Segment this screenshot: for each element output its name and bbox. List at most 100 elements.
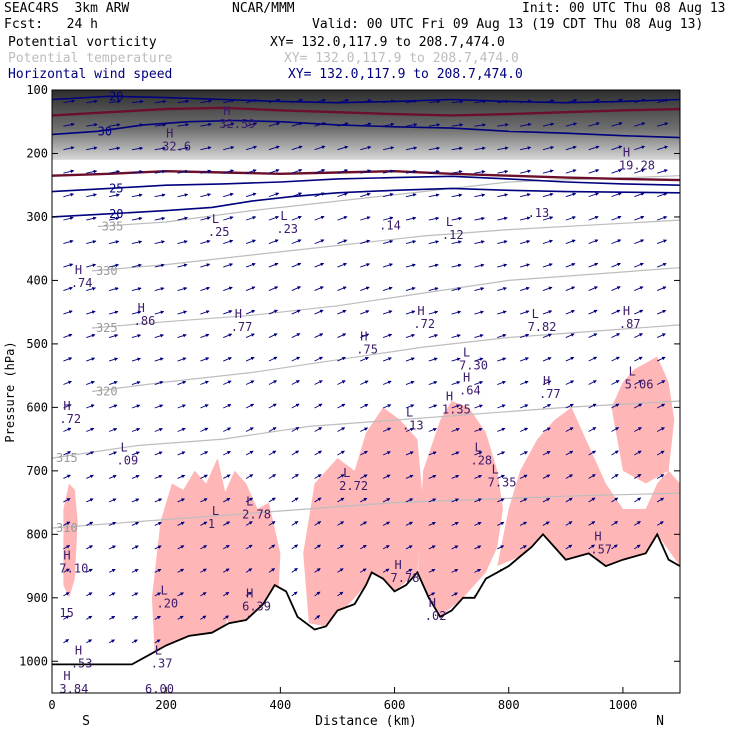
extremum-type: H bbox=[223, 104, 230, 118]
wind-arrow bbox=[611, 544, 618, 550]
extremum-value: 3.84 bbox=[59, 682, 88, 696]
wind-arrow bbox=[337, 474, 345, 479]
wind-arrow bbox=[86, 193, 97, 198]
theta-contour-label: 325 bbox=[96, 321, 118, 335]
wind-arrow bbox=[291, 168, 303, 174]
wind-arrow bbox=[337, 192, 348, 198]
wind-arrow bbox=[657, 98, 669, 104]
wind-arrow bbox=[565, 122, 578, 127]
wind-arrow bbox=[314, 450, 323, 456]
wind-arrow bbox=[223, 427, 232, 432]
wind-arrow bbox=[588, 262, 599, 268]
extremum-value: .23 bbox=[276, 222, 298, 236]
wind-arrow bbox=[565, 262, 576, 268]
wind-arrow bbox=[63, 357, 73, 362]
wind-arrow bbox=[200, 380, 209, 385]
wind-arrow bbox=[131, 193, 143, 198]
wind-arrow bbox=[360, 286, 370, 291]
wind-arrow bbox=[519, 498, 528, 503]
wind-arrow bbox=[131, 123, 144, 127]
wind-arrow bbox=[382, 404, 392, 409]
wind-arrow bbox=[200, 427, 209, 432]
wind-arrow bbox=[223, 333, 233, 338]
wind-arrow bbox=[542, 521, 550, 526]
wind-arrow bbox=[474, 357, 484, 362]
wind-arrow bbox=[542, 99, 555, 104]
wind-arrow bbox=[177, 521, 185, 526]
wind-arrow bbox=[108, 427, 118, 432]
wind-arrow bbox=[360, 122, 372, 127]
wind-arrow bbox=[200, 310, 210, 315]
wind-arrow bbox=[86, 216, 97, 221]
wind-arrow bbox=[177, 287, 188, 292]
wind-arrow bbox=[337, 98, 349, 104]
wind-arrow bbox=[200, 568, 207, 573]
wind-arrow bbox=[154, 380, 164, 385]
extremum-type: L bbox=[160, 583, 167, 597]
wind-arrow bbox=[63, 451, 72, 456]
wind-arrow bbox=[451, 498, 460, 503]
wind-arrow bbox=[268, 333, 278, 338]
theta-contour-label: 310 bbox=[56, 521, 78, 535]
wind-arrow bbox=[291, 215, 302, 221]
wind-arrow bbox=[519, 521, 528, 526]
wind-arrow bbox=[337, 380, 346, 385]
wind-arrow bbox=[268, 568, 276, 573]
wind-arrow bbox=[131, 568, 139, 573]
wind-arrow bbox=[588, 169, 600, 174]
wind-arrow bbox=[291, 239, 302, 245]
wind-arrow bbox=[131, 592, 139, 597]
wind-arrow bbox=[200, 169, 212, 174]
wind-arrow bbox=[291, 286, 302, 291]
wind-arrow bbox=[108, 240, 120, 245]
wind-arrow bbox=[200, 545, 208, 550]
wind-arrow bbox=[360, 450, 368, 456]
wind-arrow bbox=[634, 403, 643, 409]
theta-contour-label: 315 bbox=[56, 451, 78, 465]
wind-arrow bbox=[519, 357, 529, 362]
extremum-value: .09 bbox=[117, 453, 139, 467]
wind-arrow bbox=[405, 521, 414, 526]
wind-arrow bbox=[634, 262, 644, 268]
wind-arrow bbox=[131, 170, 143, 174]
wind-arrow bbox=[86, 287, 96, 292]
extremum-type: H bbox=[429, 596, 436, 610]
wind-arrow bbox=[520, 216, 531, 221]
wind-arrow bbox=[451, 263, 462, 268]
wind-arrow bbox=[245, 262, 256, 268]
wind-arrow bbox=[497, 521, 505, 526]
wind-arrow bbox=[223, 286, 233, 291]
wind-arrow bbox=[474, 404, 483, 409]
wind-arrow bbox=[154, 263, 165, 268]
wind-arrow bbox=[520, 263, 530, 268]
wind-arrow bbox=[405, 99, 418, 104]
wind-arrow bbox=[497, 146, 509, 151]
wind-arrow bbox=[474, 99, 487, 104]
wind-arrow bbox=[268, 286, 279, 291]
wind-arrow bbox=[314, 427, 323, 432]
wind-arrow bbox=[223, 474, 231, 479]
wind-arrow bbox=[565, 169, 577, 174]
wind-arrow bbox=[565, 474, 574, 479]
wind-arrow bbox=[588, 450, 597, 456]
wind-arrow bbox=[611, 262, 621, 268]
wind-arrow bbox=[382, 568, 390, 573]
wind-arrow bbox=[108, 287, 119, 292]
wind-arrow bbox=[177, 310, 188, 315]
wind-arrow bbox=[565, 427, 574, 432]
wind-arrow bbox=[200, 357, 210, 362]
wind-arrow bbox=[360, 310, 370, 315]
extremum-type: H bbox=[623, 304, 630, 318]
wind-arrow bbox=[428, 451, 437, 456]
wind-arrow bbox=[245, 591, 253, 597]
extremum-value: .57 bbox=[590, 542, 612, 556]
wind-arrow bbox=[291, 309, 301, 315]
wind-arrow bbox=[360, 568, 367, 573]
extremum-value: .28 bbox=[470, 453, 492, 467]
shaded-region-1 bbox=[151, 458, 235, 655]
wind-arrow bbox=[520, 169, 532, 174]
wind-arrow bbox=[519, 333, 530, 338]
wind-arrow bbox=[268, 544, 276, 550]
wind-arrow bbox=[154, 427, 163, 432]
wind-arrow bbox=[405, 286, 416, 292]
